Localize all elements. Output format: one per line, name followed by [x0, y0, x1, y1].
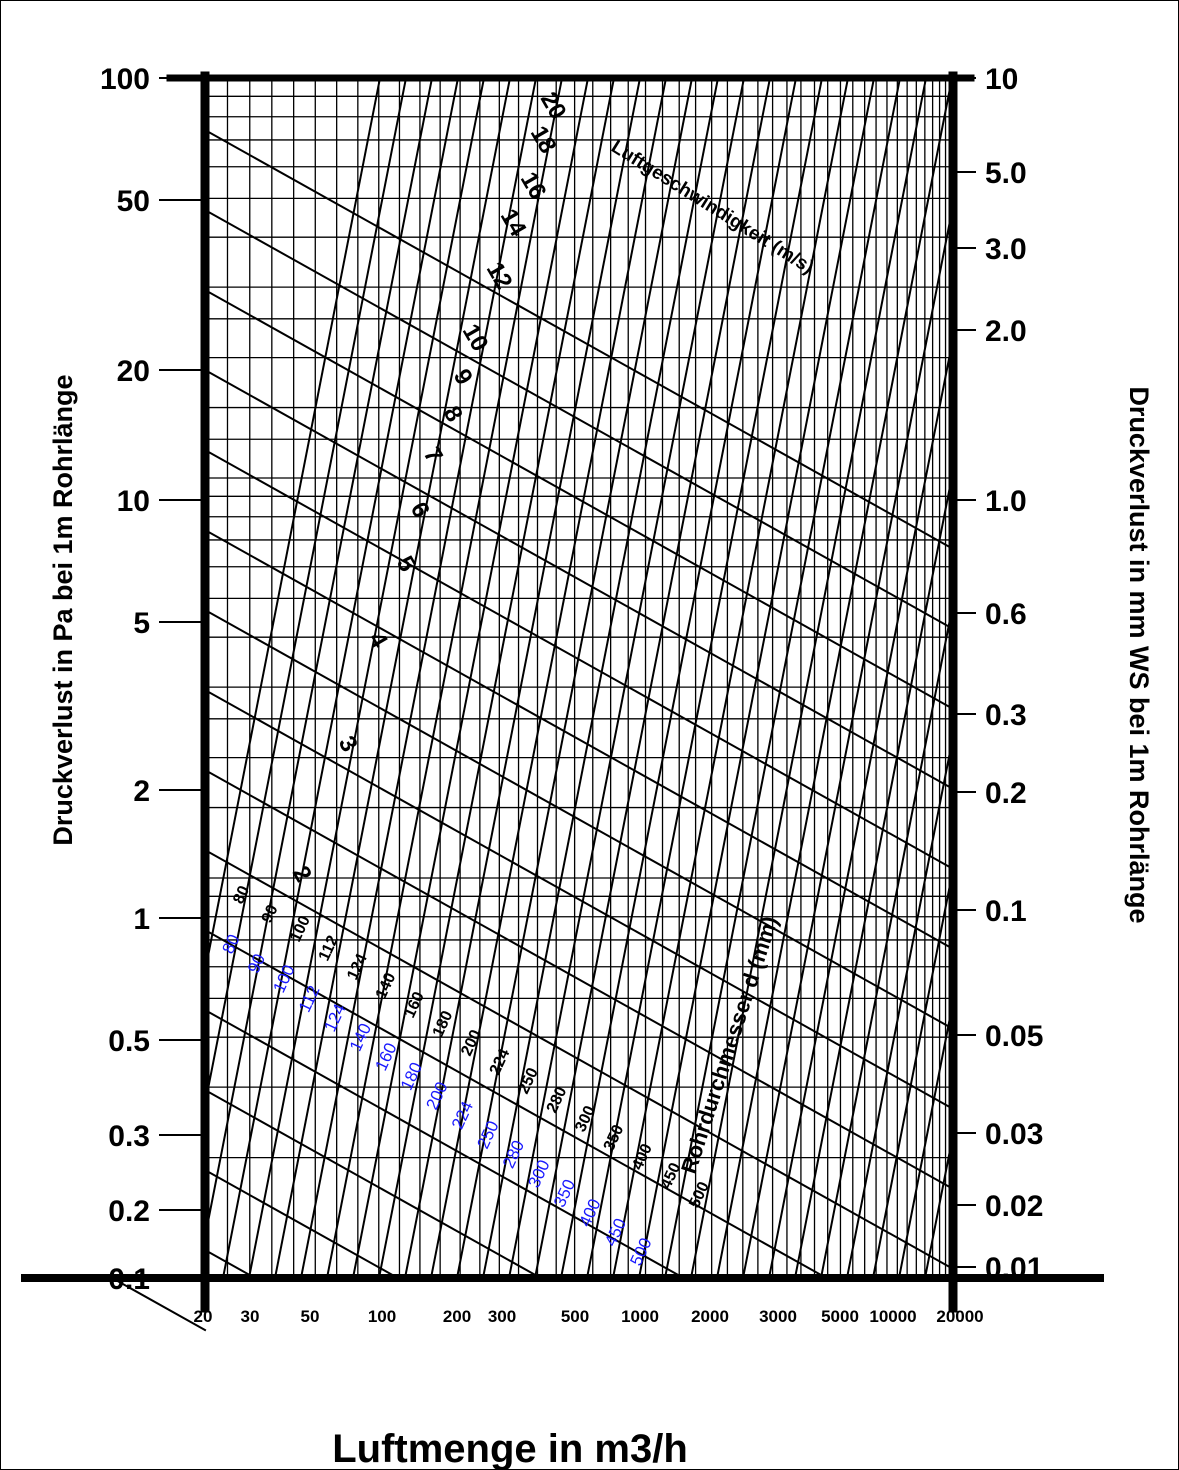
curves	[110, 76, 955, 1332]
x-tick-label: 200	[443, 1307, 471, 1326]
x-tick-label: 20	[194, 1307, 213, 1326]
x-tick-label: 2000	[691, 1307, 729, 1326]
diameter-curve	[611, 76, 850, 1280]
diameter-curve	[689, 76, 928, 1280]
y-tick-label-right: 1.0	[985, 485, 1027, 518]
y-tick-label-right: 5.0	[985, 157, 1027, 190]
velocity-line	[203, 848, 955, 1271]
x-tick-label: 500	[561, 1307, 589, 1326]
y-tick-label-left: 5	[133, 607, 150, 640]
y-tick-label-left: 50	[117, 185, 150, 218]
diameter-curve	[325, 76, 564, 1280]
x-tick-label: 3000	[759, 1307, 797, 1326]
diameter-curve	[507, 76, 746, 1280]
diameter-curve	[403, 76, 642, 1280]
velocity-line	[203, 608, 955, 1031]
x-tick-label: 5000	[821, 1307, 859, 1326]
velocity-line	[203, 688, 955, 1111]
y-tick-label-left: 0.1	[108, 1263, 150, 1296]
diameter-value-label: 90	[259, 902, 282, 925]
y-tick-label-right: 0.2	[985, 777, 1027, 810]
y-tick-label-left: 0.5	[108, 1025, 150, 1058]
y-tick-label-left: 20	[117, 355, 150, 388]
y-tick-label-right: 10	[985, 63, 1018, 96]
velocity-line	[203, 928, 828, 1280]
diameter-curve	[741, 204, 955, 1280]
x-axis-title: Luftmenge in m3/h	[332, 1427, 688, 1470]
diameter-curve	[203, 76, 408, 1106]
diameter-curve	[203, 76, 434, 1239]
velocity-line	[203, 768, 955, 1191]
y-tick-label-right: 0.02	[985, 1190, 1043, 1223]
velocity-line	[203, 1168, 400, 1280]
y-tick-label-right: 0.6	[985, 598, 1027, 631]
velocity-line	[203, 288, 955, 711]
diameter-curve	[663, 76, 902, 1280]
diameter-curve	[897, 1001, 955, 1280]
diameter-curve	[455, 76, 694, 1280]
diameter-curve	[533, 76, 772, 1280]
diameter-curve	[845, 735, 955, 1280]
diameter-curve	[585, 76, 824, 1280]
velocity-line	[203, 1248, 257, 1280]
y-tick-label-left: 10	[117, 485, 150, 518]
diameter-curve	[377, 76, 616, 1280]
velocity-line	[203, 128, 955, 551]
y-tick-label-right: 0.1	[985, 895, 1027, 928]
diameter-curve	[793, 470, 955, 1280]
x-tick-label: 30	[241, 1307, 260, 1326]
axes	[21, 71, 1104, 1313]
y-tick-label-left: 2	[133, 775, 150, 808]
x-tick-label: 300	[488, 1307, 516, 1326]
diameter-curve	[247, 76, 486, 1280]
velocity-line	[203, 208, 955, 631]
diameter-curve	[203, 76, 382, 973]
y-tick-label-right: 0.05	[985, 1020, 1043, 1053]
y-axis-title-left: Druckverlust in Pa bei 1m Rohrlänge	[48, 374, 78, 845]
x-tick-label: 1000	[621, 1307, 659, 1326]
y-tick-label-right: 0.3	[985, 699, 1027, 732]
y-tick-label-right: 0.01	[985, 1252, 1043, 1285]
velocity-line	[203, 448, 955, 871]
y-tick-label-left: 0.3	[108, 1120, 150, 1153]
diameter-curve	[871, 868, 955, 1280]
diameter-curve	[221, 76, 460, 1280]
diameter-curve	[481, 76, 720, 1280]
velocity-line	[110, 1276, 207, 1332]
diameter-value-label: 80	[230, 883, 253, 906]
y-tick-label-right: 3.0	[985, 233, 1027, 266]
y-tick-label-left: 0.2	[108, 1195, 150, 1228]
velocity-line	[203, 528, 955, 951]
y-tick-label-right: 2.0	[985, 315, 1027, 348]
y-tick-label-left: 100	[100, 63, 150, 96]
x-tick-label: 10000	[869, 1307, 916, 1326]
x-tick-label: 100	[368, 1307, 396, 1326]
x-tick-label: 50	[301, 1307, 320, 1326]
diameter-curve	[819, 602, 955, 1280]
diameter-curve	[299, 76, 538, 1280]
diameter-curve	[559, 76, 798, 1280]
x-tick-label: 20000	[936, 1307, 983, 1326]
y-tick-label-left: 1	[133, 903, 150, 936]
velocity-line	[203, 1088, 543, 1280]
velocity-line	[203, 368, 955, 791]
diameter-curve	[767, 337, 955, 1280]
velocity-line	[203, 1008, 685, 1280]
diameter-curve	[923, 1133, 955, 1280]
y-axis-title-right: Druckverlust in mm WS bei 1m Rohrlänge	[1124, 386, 1154, 923]
y-tick-label-right: 0.03	[985, 1118, 1043, 1151]
